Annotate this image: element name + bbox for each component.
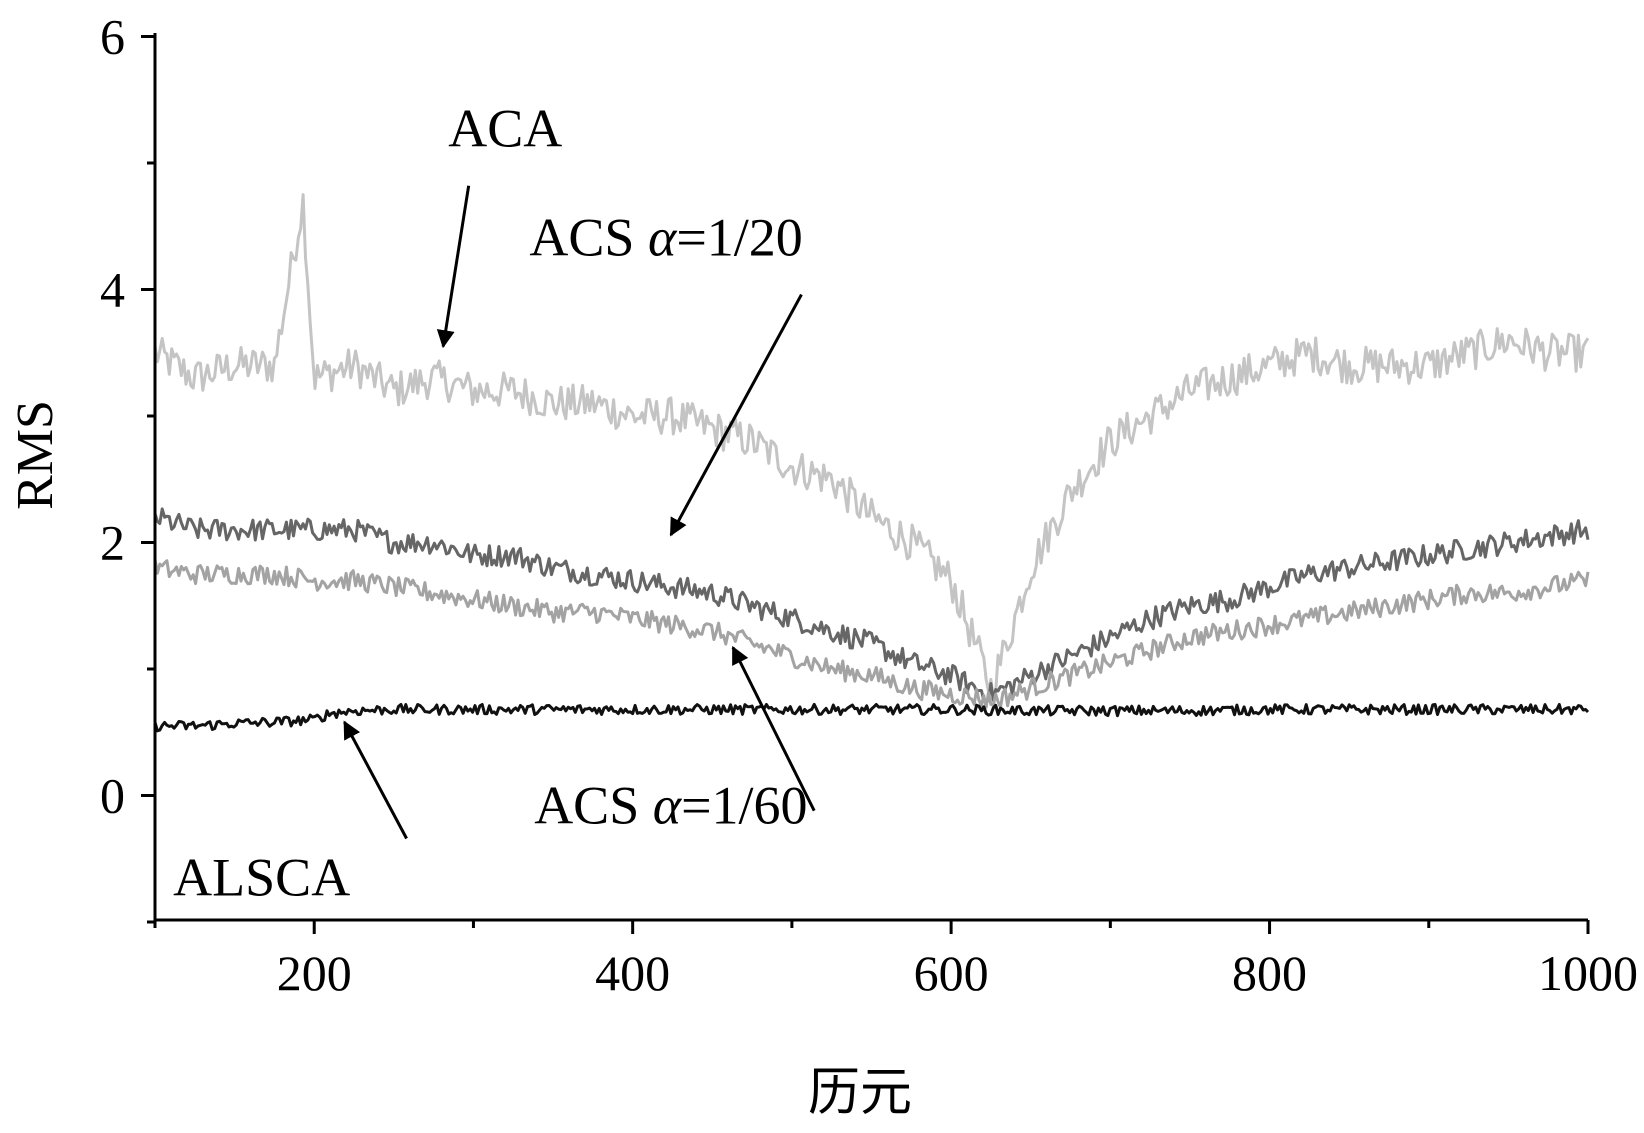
series-line-acs60 bbox=[153, 558, 1590, 710]
ticks: 0 2 4 6 200 400 600 800 1000 bbox=[100, 9, 1638, 1002]
annotation-aca: ACA bbox=[448, 99, 562, 159]
x-tick-label: 800 bbox=[1232, 945, 1307, 1001]
x-axis-title: 历元 bbox=[808, 1065, 912, 1122]
series-line-alsca bbox=[153, 702, 1590, 733]
annotation-acs60: ACS α=1/60 bbox=[534, 775, 807, 835]
x-tick-label: 600 bbox=[914, 945, 989, 1001]
annotation-arrow-acs20 bbox=[669, 293, 803, 537]
y-axis-title: RMS bbox=[7, 400, 64, 510]
annotation-arrow-alsca bbox=[343, 720, 408, 840]
x-tick-label: 400 bbox=[595, 945, 670, 1001]
y-tick-label: 6 bbox=[100, 9, 125, 65]
y-tick-label: 4 bbox=[100, 262, 125, 318]
annotation-arrow-aca bbox=[436, 185, 471, 349]
axes bbox=[153, 33, 1588, 922]
x-tick-label: 1000 bbox=[1538, 945, 1638, 1001]
y-tick-label: 2 bbox=[100, 515, 125, 571]
series-layer bbox=[153, 193, 1590, 733]
x-tick-label: 200 bbox=[277, 945, 352, 1001]
annotation-alsca: ALSCA bbox=[173, 847, 350, 907]
annotations: ACA ACS α=1/20 ACS α=1/60 ALSCA bbox=[173, 99, 816, 907]
series-line-aca bbox=[153, 193, 1590, 700]
y-tick-label: 0 bbox=[100, 768, 125, 824]
annotation-acs20: ACS α=1/20 bbox=[529, 207, 802, 267]
series-line-acs20 bbox=[153, 507, 1590, 705]
annotation-arrow-acs60 bbox=[731, 645, 816, 812]
